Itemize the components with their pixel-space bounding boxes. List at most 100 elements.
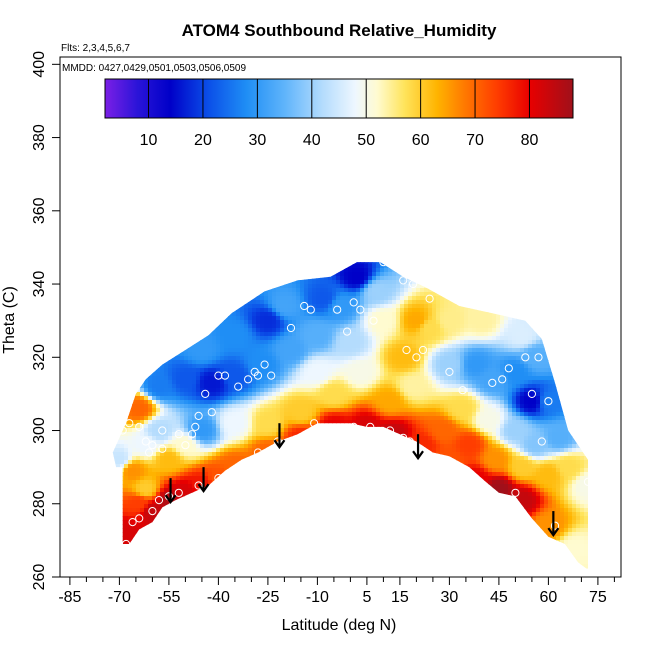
rh-cell (116, 448, 121, 453)
rh-cell (112, 262, 117, 265)
rh-cell (88, 304, 93, 309)
rh-cell (148, 412, 153, 417)
rh-cell (72, 460, 77, 465)
rh-cell (172, 428, 177, 433)
rh-cell (280, 336, 285, 341)
rh-cell (132, 304, 137, 309)
rh-cell (212, 296, 217, 301)
rh-cell (244, 428, 249, 433)
rh-cell (132, 292, 137, 297)
rh-cell (204, 468, 209, 473)
rh-cell (160, 472, 165, 477)
rh-cell (248, 308, 253, 313)
rh-cell (180, 352, 185, 357)
rh-cell (136, 284, 141, 289)
rh-cell (292, 280, 297, 285)
rh-cell (196, 500, 201, 505)
rh-cell (188, 508, 193, 513)
rh-cell (76, 504, 81, 509)
rh-cell (64, 504, 69, 509)
rh-cell (152, 368, 157, 373)
rh-cell (92, 556, 97, 561)
rh-cell (140, 262, 145, 265)
rh-cell (136, 280, 141, 285)
rh-cell (204, 556, 209, 561)
rh-cell (92, 544, 97, 549)
rh-cell (172, 264, 177, 269)
rh-cell (292, 488, 297, 493)
rh-cell (200, 476, 205, 481)
rh-cell (260, 536, 265, 541)
rh-cell (164, 488, 169, 493)
rh-cell (188, 532, 193, 537)
rh-cell (168, 432, 173, 437)
rh-cell (148, 528, 153, 533)
rh-cell (60, 424, 65, 429)
rh-cell (152, 376, 157, 381)
rh-cell (260, 348, 265, 353)
rh-cell (216, 436, 221, 441)
rh-cell (264, 352, 269, 357)
rh-cell (212, 400, 217, 405)
rh-cell (248, 396, 253, 401)
rh-cell (236, 376, 241, 381)
rh-cell (192, 496, 197, 501)
rh-cell (152, 264, 157, 269)
rh-cell (264, 376, 269, 381)
rh-cell (204, 536, 209, 541)
rh-cell (148, 320, 153, 325)
rh-cell (64, 440, 69, 445)
rh-cell (156, 556, 161, 561)
rh-cell (228, 380, 233, 385)
rh-cell (252, 456, 257, 461)
rh-cell (84, 280, 89, 285)
rh-cell (164, 340, 169, 345)
rh-cell (268, 376, 273, 381)
rh-cell (60, 452, 65, 457)
rh-cell (212, 468, 217, 473)
rh-cell (160, 348, 165, 353)
rh-cell (232, 516, 237, 521)
rh-cell (108, 564, 113, 569)
rh-cell (300, 380, 305, 385)
rh-cell (244, 508, 249, 513)
rh-cell (280, 500, 285, 505)
rh-cell (136, 504, 141, 509)
rh-cell (96, 536, 101, 541)
rh-cell (256, 272, 261, 277)
rh-cell (96, 544, 101, 549)
rh-cell (204, 320, 209, 325)
rh-cell (264, 252, 269, 257)
rh-cell (140, 368, 145, 373)
rh-cell (132, 548, 137, 553)
rh-cell (260, 304, 265, 309)
rh-cell (288, 556, 293, 561)
rh-cell (280, 404, 285, 409)
rh-cell (104, 436, 109, 441)
rh-cell (216, 512, 221, 517)
rh-cell (72, 392, 77, 397)
rh-cell (280, 488, 285, 493)
rh-cell (184, 544, 189, 549)
rh-cell (72, 328, 77, 333)
rh-cell (124, 320, 129, 325)
rh-cell (80, 372, 85, 377)
rh-cell (100, 348, 105, 353)
rh-cell (136, 424, 141, 429)
rh-cell (184, 512, 189, 517)
rh-cell (88, 260, 93, 265)
rh-cell (92, 480, 97, 485)
rh-cell (88, 456, 93, 461)
rh-cell (116, 272, 121, 277)
rh-cell (104, 396, 109, 401)
rh-cell (164, 268, 169, 273)
rh-cell (180, 480, 185, 485)
rh-cell (112, 428, 117, 433)
rh-cell (200, 564, 205, 569)
rh-cell (88, 548, 93, 553)
rh-cell (296, 264, 301, 269)
rh-cell (216, 532, 221, 537)
rh-cell (180, 276, 185, 281)
rh-cell (108, 524, 113, 529)
rh-cell (124, 388, 129, 393)
